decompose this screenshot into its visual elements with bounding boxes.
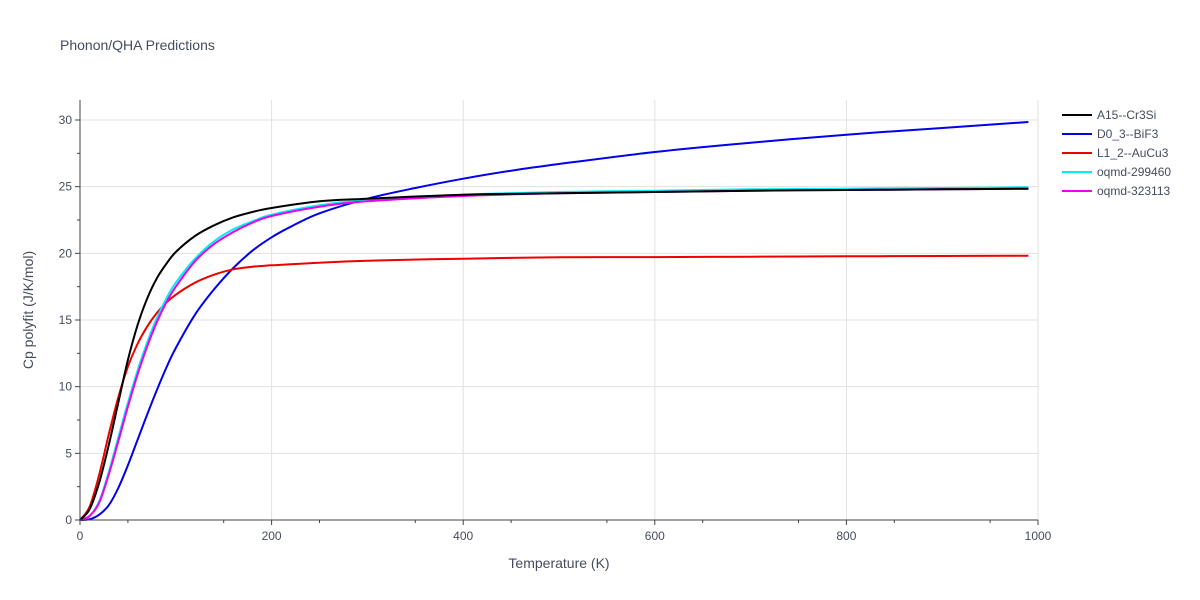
- legend-label: L1_2--AuCu3: [1097, 146, 1169, 160]
- legend[interactable]: A15--Cr3Si D0_3--BiF3 L1_2--AuCu3 oqmd-2994…: [1062, 108, 1171, 198]
- series-line-A15--Cr3Si: [79, 187, 1029, 521]
- series-line-D0_3--BiF3: [79, 121, 1029, 521]
- plot-area: [79, 121, 1029, 521]
- axes: 0 200 400 600 800 1000 0 5 10 15 20 25 30: [59, 100, 1052, 543]
- grid: [80, 100, 1039, 520]
- legend-item[interactable]: oqmd-299460: [1062, 165, 1171, 179]
- legend-item[interactable]: D0_3--BiF3: [1062, 127, 1159, 141]
- x-tick-label: 1000: [1025, 529, 1052, 543]
- y-tick-label: 20: [59, 246, 73, 260]
- x-tick-label: 200: [262, 529, 282, 543]
- y-tick-label: 0: [65, 513, 72, 527]
- series-line-L1_2--AuCu3: [79, 254, 1029, 521]
- legend-label: D0_3--BiF3: [1097, 127, 1159, 141]
- y-tick-label: 15: [59, 313, 73, 327]
- x-tick-label: 600: [645, 529, 665, 543]
- series-line-oqmd-299460: [79, 186, 1029, 521]
- legend-label: A15--Cr3Si: [1097, 108, 1156, 122]
- legend-label: oqmd-323113: [1097, 184, 1170, 198]
- x-tick-label: 800: [836, 529, 856, 543]
- x-tick-label: 400: [453, 529, 473, 543]
- y-tick-label: 30: [59, 113, 73, 127]
- y-tick-label: 10: [59, 380, 73, 394]
- legend-label: oqmd-299460: [1097, 165, 1171, 179]
- y-tick-label: 5: [65, 446, 72, 460]
- legend-item[interactable]: A15--Cr3Si: [1062, 108, 1156, 122]
- x-axis-label: Temperature (K): [508, 555, 609, 571]
- legend-item[interactable]: L1_2--AuCu3: [1062, 146, 1169, 160]
- series-line-oqmd-323113: [79, 187, 1029, 521]
- legend-item[interactable]: oqmd-323113: [1062, 184, 1170, 198]
- y-axis-label: Cp polyfit (J/K/mol): [20, 251, 36, 369]
- x-tick-label: 0: [77, 529, 84, 543]
- chart-title: Phonon/QHA Predictions: [60, 37, 215, 53]
- y-tick-label: 25: [59, 180, 73, 194]
